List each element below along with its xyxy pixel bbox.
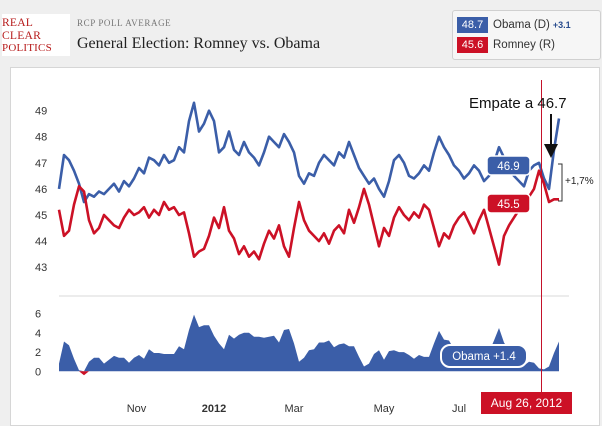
spread-area-romney <box>59 371 559 376</box>
y-tick-1: 48 <box>35 132 47 144</box>
spread-y-tick-1: 4 <box>35 328 41 340</box>
chart-panel: 49 48 47 46 45 44 43 6 4 2 0 Nov 2012 Mar May Jul Empate… <box>10 67 600 426</box>
logo-line-1: REAL <box>2 16 34 29</box>
logo-line-2: CLEAR <box>2 29 42 42</box>
x-tick-3: May <box>374 403 395 415</box>
obama-value-badge: 48.7 <box>457 16 488 33</box>
section-kicker: RCP POLL AVERAGE <box>77 18 172 28</box>
y-tick-3: 46 <box>35 184 47 196</box>
spread-y-tick-0: 6 <box>35 309 41 321</box>
difference-label: +1,7% <box>565 176 594 187</box>
date-badge[interactable] <box>481 392 572 414</box>
obama-point-label: 46.9 <box>497 161 519 173</box>
y-tick-4: 45 <box>35 210 47 222</box>
series-line-romney[interactable] <box>57 169 559 266</box>
series-line-obama[interactable] <box>57 101 561 204</box>
logo-line-3: POLITICS <box>2 42 52 54</box>
romney-legend-label: Romney (R) <box>493 38 555 51</box>
romney-value-badge: 45.6 <box>457 36 488 53</box>
romney-point-badge <box>486 193 531 214</box>
x-tick-4: Jul <box>452 403 466 415</box>
date-badge-label: Aug 26, 2012 <box>491 396 563 410</box>
tie-annotation: Empate a 46.7 <box>469 95 567 112</box>
obama-legend-label: Obama (D) <box>493 18 550 31</box>
page-title: General Election: Romney vs. Obama <box>77 35 321 52</box>
x-tick-1: 2012 <box>202 403 226 415</box>
y-tick-5: 44 <box>35 236 47 248</box>
y-tick-2: 47 <box>35 158 47 170</box>
obama-point-badge <box>486 155 531 176</box>
tie-arrow-head <box>544 144 558 158</box>
legend-row-obama[interactable]: 48.7 Obama (D) +3.1 <box>457 16 571 33</box>
legend-row-romney[interactable]: 45.6 Romney (R) <box>457 36 555 53</box>
y-tick-0: 49 <box>35 106 47 118</box>
spread-y-tick-2: 2 <box>35 347 41 359</box>
spread-badge <box>440 344 528 368</box>
poll-chart: 49 48 47 46 45 44 43 6 4 2 0 Nov 2012 Mar May Jul Empate… <box>35 80 594 415</box>
obama-change: +3.1 <box>552 19 571 30</box>
x-tick-0: Nov <box>127 403 147 415</box>
romney-point-label: 45.5 <box>497 199 519 211</box>
spread-area-obama <box>59 314 559 372</box>
legend-box: 48.7 Obama (D) +3.1 45.6 Romney (R) <box>452 10 601 60</box>
spread-y-tick-3: 0 <box>35 366 41 378</box>
spread-badge-label: Obama +1.4 <box>452 351 516 363</box>
y-tick-6: 43 <box>35 262 47 274</box>
x-tick-2: Mar <box>285 403 304 415</box>
rcp-logo[interactable]: REAL CLEAR POLITICS <box>2 14 70 56</box>
difference-bracket <box>558 163 563 202</box>
